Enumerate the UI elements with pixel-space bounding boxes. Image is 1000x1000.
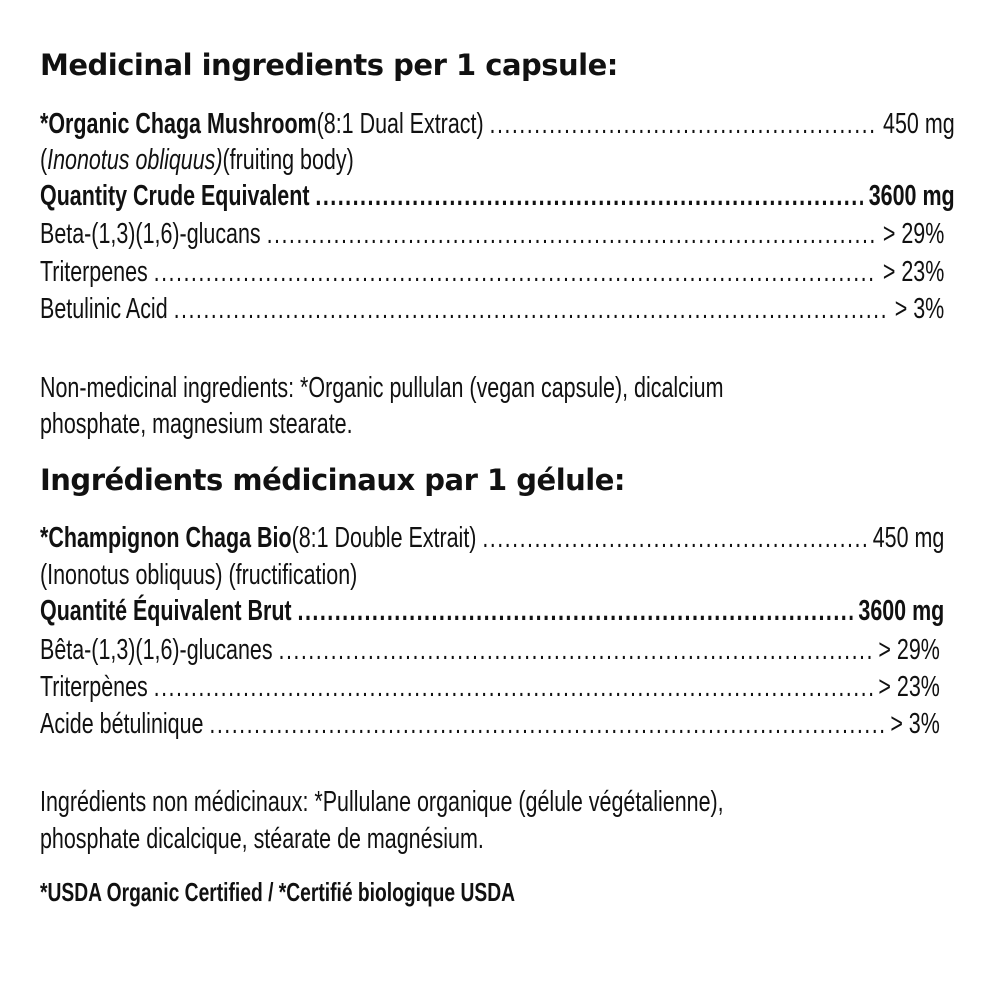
paren: ( <box>40 144 48 176</box>
plant-part: (fruiting body) <box>222 144 354 176</box>
ingredient-name: Acide bétulinique <box>40 708 204 740</box>
dot-leader <box>490 106 878 142</box>
dot-leader <box>298 593 853 629</box>
ingredient-value: > 29% <box>882 218 945 250</box>
ingredient-value: 450 mg <box>872 522 945 554</box>
ingredient-name: Triterpènes <box>40 671 148 703</box>
ingredient-value: > 29% <box>878 634 940 666</box>
ingredient-value: > 23% <box>878 671 940 703</box>
ingredient-name: Triterpenes <box>40 256 148 288</box>
ingredient-detail: (8:1 Double Extrait) <box>291 522 477 554</box>
usda-footnote: *USDA Organic Certified / *Certifié biol… <box>40 874 515 910</box>
non-medicinal-fr-line1: Ingrédients non médicinaux: *Pullulane o… <box>40 784 724 820</box>
ingredient-name: *Champignon Chaga Bio <box>40 522 292 554</box>
non-medicinal-en-line2: phosphate, magnesium stearate. <box>40 406 353 442</box>
heading-medicinal-fr: Ingrédients médicinaux par 1 gélule: <box>40 463 626 497</box>
dot-leader <box>482 520 866 556</box>
non-medicinal-text: Non-medicinal ingredients: *Organic pull… <box>40 372 724 404</box>
dot-leader <box>315 178 862 214</box>
ingredient-name: Quantité Équivalent Brut <box>40 595 292 627</box>
row-betulinic-fr: Acide bétulinique > 3% <box>40 706 940 742</box>
non-medicinal-fr-line2: phosphate dicalcique, stéarate de magnés… <box>40 821 484 857</box>
ingredient-name: Quantity Crude Equivalent <box>40 180 310 212</box>
row-latin-fr: (Inonotus obliquus) (fructification) <box>40 557 357 593</box>
non-medicinal-text: phosphate dicalcique, stéarate de magnés… <box>40 823 484 855</box>
dot-leader <box>174 291 889 327</box>
row-crude-fr: Quantité Équivalent Brut 3600 mg <box>40 593 944 629</box>
ingredient-detail: (8:1 Dual Extract) <box>316 108 484 140</box>
row-crude-en: Quantity Crude Equivalent 3600 mg <box>40 178 955 214</box>
ingredient-name: Bêta-(1,3)(1,6)-glucanes <box>40 634 273 666</box>
row-triterpenes-en: Triterpenes > 23% <box>40 254 944 290</box>
row-chaga-fr: *Champignon Chaga Bio (8:1 Double Extrai… <box>40 520 944 556</box>
dot-leader <box>154 254 877 290</box>
dot-leader <box>279 632 873 668</box>
row-latin-en: (Inonotus obliquus) (fruiting body) <box>40 142 955 178</box>
row-triterpenes-fr: Triterpènes > 23% <box>40 669 940 705</box>
latin-name: (Inonotus obliquus) (fructification) <box>40 559 358 591</box>
row-glucans-en: Beta-(1,3)(1,6)-glucans > 29% <box>40 216 944 252</box>
ingredient-value: > 3% <box>890 708 940 740</box>
non-medicinal-en-line1: Non-medicinal ingredients: *Organic pull… <box>40 370 723 406</box>
row-glucans-fr: Bêta-(1,3)(1,6)-glucanes > 29% <box>40 632 940 668</box>
ingredient-name: Beta-(1,3)(1,6)-glucans <box>40 218 261 250</box>
ingredient-value: 450 mg <box>883 108 955 140</box>
dot-leader <box>267 216 877 252</box>
row-betulinic-en: Betulinic Acid > 3% <box>40 291 944 327</box>
footnote-text: *USDA Organic Certified / *Certifié biol… <box>40 877 515 907</box>
heading-medicinal-en: Medicinal ingredients per 1 capsule: <box>40 48 618 82</box>
dot-leader <box>209 706 884 742</box>
non-medicinal-text: phosphate, magnesium stearate. <box>40 408 353 440</box>
ingredient-value: 3600 mg <box>858 595 945 627</box>
dot-leader <box>154 669 873 705</box>
ingredient-name: *Organic Chaga Mushroom <box>40 108 317 140</box>
ingredient-value: > 23% <box>882 256 945 288</box>
ingredient-value: 3600 mg <box>868 180 955 212</box>
ingredient-value: > 3% <box>894 293 945 325</box>
latin-name: Inonotus obliquus) <box>47 144 223 176</box>
ingredient-name: Betulinic Acid <box>40 293 168 325</box>
non-medicinal-text: Ingrédients non médicinaux: *Pullulane o… <box>40 786 724 818</box>
row-chaga-en: *Organic Chaga Mushroom (8:1 Dual Extrac… <box>40 106 955 142</box>
